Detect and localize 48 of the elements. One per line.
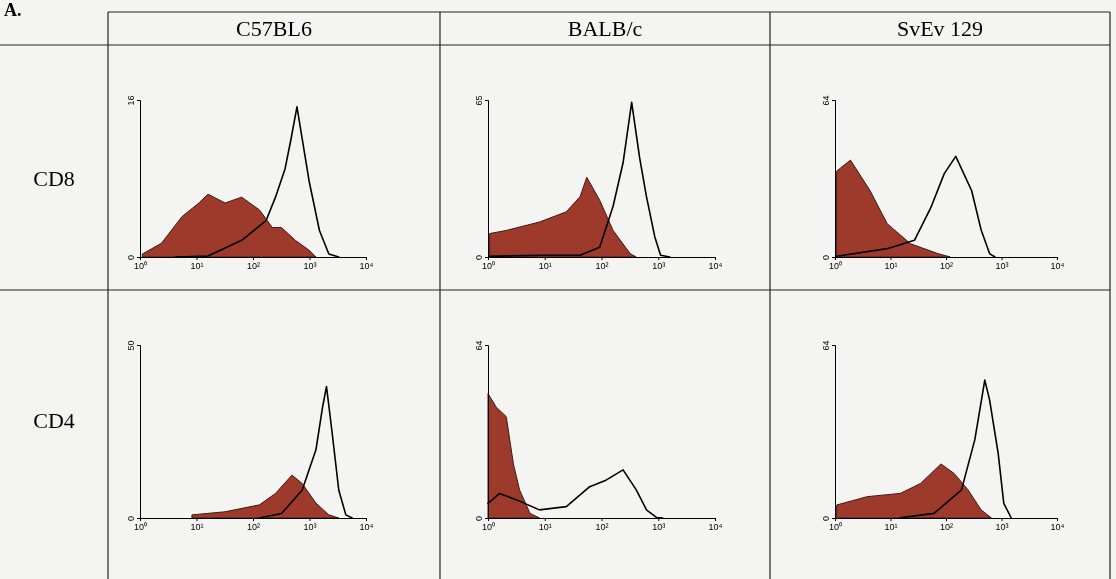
y-tick-label: 65 xyxy=(474,95,484,106)
x-tick-label: 10¹ xyxy=(190,261,204,272)
text: A. xyxy=(4,0,22,20)
x-tick-label: 10⁰ xyxy=(481,522,496,533)
x-tick-label: 10⁰ xyxy=(828,261,843,272)
y-tick-label: 64 xyxy=(821,95,831,106)
y-tick-label: 16 xyxy=(126,95,136,106)
x-tick-label: 10³ xyxy=(995,522,1009,533)
x-tick-label: 10³ xyxy=(995,261,1009,272)
x-tick-label: 10³ xyxy=(652,261,666,272)
x-tick-label: 10³ xyxy=(303,261,317,272)
x-tick-label: 10² xyxy=(595,522,609,533)
y-tick-label: 0 xyxy=(474,254,484,261)
y-axis-title: CD4 xyxy=(33,408,75,433)
y-tick-label: 64 xyxy=(474,340,484,351)
x-tick-label: 10¹ xyxy=(190,522,204,533)
x-tick-label: 10³ xyxy=(303,522,317,533)
x-tick-label: 10² xyxy=(939,522,954,533)
x-tick-label: 10¹ xyxy=(538,522,552,533)
chart-title: C57BL6 xyxy=(236,16,312,41)
chart-title: SvEv 129 xyxy=(896,16,984,41)
x-tick-label: 10⁴ xyxy=(708,522,723,533)
y-axis-title: CD8 xyxy=(33,166,75,191)
x-tick-label: 10⁰ xyxy=(481,261,496,272)
x-tick-label: 10¹ xyxy=(538,261,552,272)
y-tick-label: 0 xyxy=(821,515,831,522)
x-tick-label: 10¹ xyxy=(884,522,898,533)
y-tick-label: 64 xyxy=(821,340,831,351)
x-tick-label: 10² xyxy=(246,261,261,272)
x-tick-label: 10³ xyxy=(652,522,666,533)
y-tick-label: 0 xyxy=(821,254,831,261)
x-tick-label: 10² xyxy=(595,261,609,272)
y-tick-label: 50 xyxy=(126,340,136,351)
x-tick-label: 10¹ xyxy=(884,261,898,272)
x-tick-label: 10⁴ xyxy=(708,261,723,272)
y-tick-label: 0 xyxy=(126,254,136,261)
x-tick-label: 10² xyxy=(939,261,954,272)
y-tick-label: 0 xyxy=(474,515,484,522)
y-tick-label: 0 xyxy=(126,515,136,522)
x-tick-label: 10⁴ xyxy=(359,261,374,272)
x-tick-label: 10⁰ xyxy=(133,261,148,272)
x-tick-label: 10² xyxy=(246,522,261,533)
x-tick-label: 10⁰ xyxy=(828,522,843,533)
x-tick-label: 10⁴ xyxy=(359,522,374,533)
x-tick-label: 10⁴ xyxy=(1050,261,1065,272)
x-tick-label: 10⁴ xyxy=(1050,522,1065,533)
x-tick-label: 10⁰ xyxy=(133,522,148,533)
chart-title: BALB/c xyxy=(567,16,643,41)
